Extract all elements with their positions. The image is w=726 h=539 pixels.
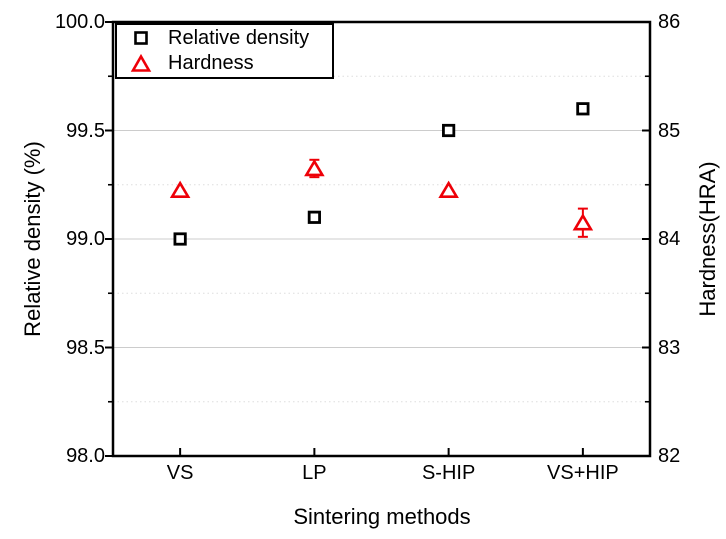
data-point-triangle (304, 158, 325, 177)
x-axis-category-label: VS (166, 462, 194, 484)
legend-item-relative-density: Relative density (117, 26, 332, 51)
right-axis-tick-label: 85 (658, 119, 681, 142)
data-point-triangle (438, 180, 459, 198)
right-axis-tick-label: 84 (658, 228, 681, 250)
left-axis-tick-label: 99.5 (66, 119, 105, 142)
legend-item-hardness: Hardness (117, 51, 332, 76)
left-axis-tick-label: 98.0 (66, 445, 105, 467)
plot-frame (111, 20, 652, 458)
right-axis-tick-label: 82 (658, 445, 681, 467)
x-axis-category-label: LP (302, 462, 327, 484)
x-axis-category-label: VS+HIP (547, 462, 619, 484)
data-point-square (442, 123, 456, 138)
data-point-square (307, 210, 321, 224)
legend: Relative density Hardness (115, 23, 334, 79)
x-axis-category-label: S-HIP (421, 462, 476, 484)
data-point-square (173, 232, 187, 246)
square-marker-icon (134, 31, 148, 45)
right-axis-tick-label: 86 (658, 11, 681, 33)
left-axis-tick-label: 98.5 (66, 336, 105, 359)
right-axis-tick-label: 83 (658, 336, 681, 359)
plot-area (105, 20, 652, 458)
left-axis-tick-label: 99.0 (66, 228, 105, 250)
legend-label-relative-density: Relative density (168, 26, 310, 49)
legend-label-hardness: Hardness (168, 52, 254, 75)
data-point-triangle (169, 180, 191, 198)
data-point-triangle (572, 213, 594, 231)
data-point-square (576, 102, 590, 116)
triangle-marker-icon (130, 53, 152, 72)
left-axis-tick-label: 100.0 (54, 11, 105, 33)
x-axis-title: Sintering methods (293, 504, 471, 529)
